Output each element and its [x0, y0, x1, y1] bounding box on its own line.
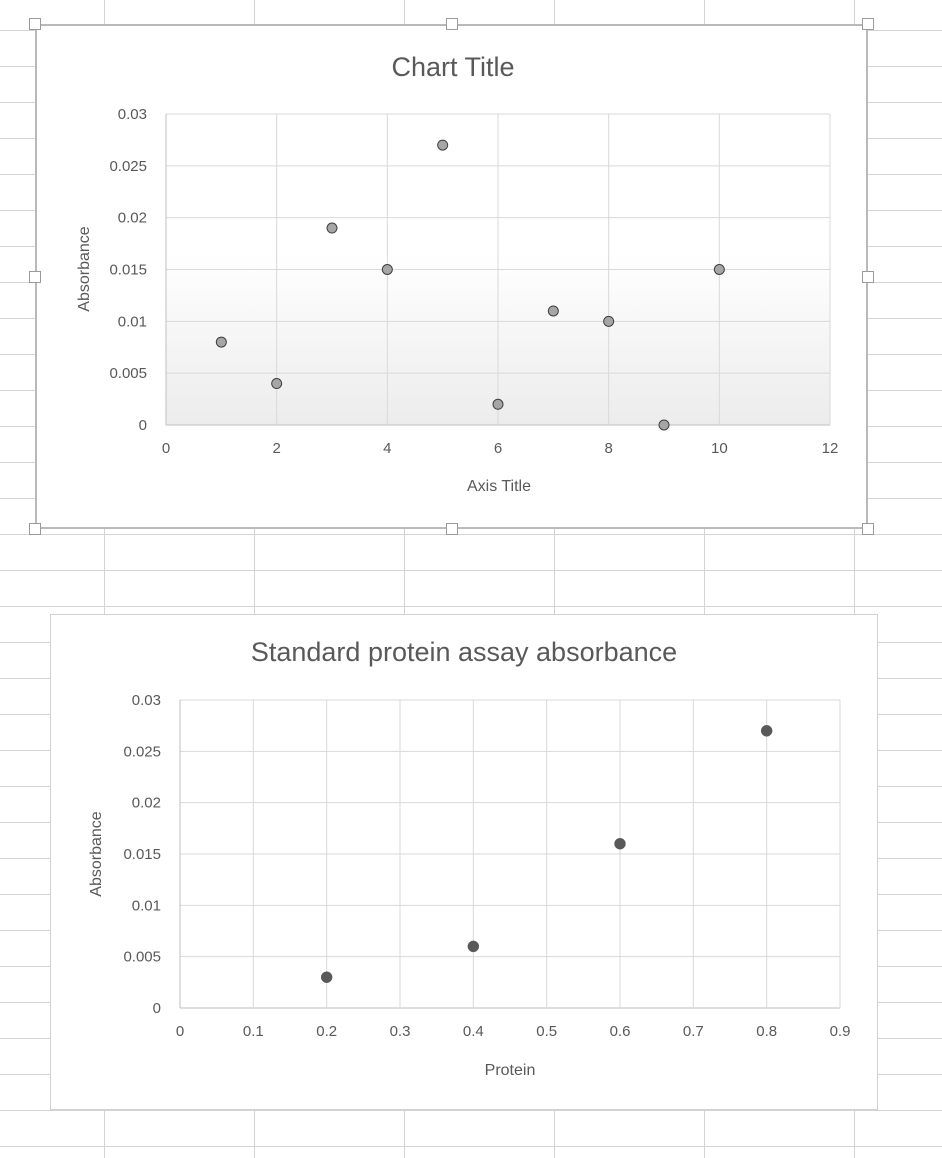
x-tick-label: 10: [711, 440, 728, 457]
x-tick-label: 0: [176, 1023, 184, 1040]
x-tick-label: 4: [383, 440, 391, 457]
x-tick-label: 0.6: [610, 1023, 631, 1040]
chart-1-frame[interactable]: Chart Title Axis Title Absorbance 0 0.005…: [29, 18, 874, 535]
chart-title: Chart Title: [391, 52, 514, 82]
y-tick-label: 0: [153, 1000, 161, 1017]
x-tick-label: 0.5: [536, 1023, 557, 1040]
resize-handle[interactable]: [862, 523, 874, 535]
data-point: [760, 725, 773, 737]
y-tick-label: 0.01: [132, 897, 161, 914]
resize-handle[interactable]: [445, 523, 458, 535]
data-point: [381, 264, 393, 275]
resize-handle[interactable]: [445, 18, 458, 30]
x-tick-label: 0.3: [390, 1023, 411, 1040]
x-axis-title: Axis Title: [467, 478, 531, 495]
chart-1-svg: Chart Title Axis Title Absorbance 0 0.005…: [76, 52, 839, 495]
y-tick-label: 0.025: [109, 158, 147, 175]
data-point: [614, 837, 626, 850]
data-point: [603, 315, 615, 327]
x-tick-label: 0.7: [683, 1023, 704, 1040]
y-tick-label: 0.03: [132, 692, 161, 709]
data-point: [713, 264, 725, 275]
data-point: [215, 336, 227, 348]
y-axis-title: Absorbance: [76, 226, 93, 311]
data-point: [320, 971, 333, 983]
y-tick-label: 0.005: [109, 365, 147, 382]
resize-handle[interactable]: [862, 18, 874, 30]
data-point: [658, 419, 670, 431]
data-point: [467, 940, 480, 953]
resize-handle[interactable]: [29, 18, 41, 30]
x-tick-label: 0.8: [756, 1023, 777, 1040]
resize-handle[interactable]: [862, 270, 874, 283]
y-tick-label: 0.015: [123, 846, 161, 863]
y-axis-title: Absorbance: [88, 811, 105, 896]
x-tick-label: 0.2: [316, 1023, 337, 1040]
x-tick-label: 2: [272, 440, 280, 457]
data-point: [437, 139, 449, 151]
data-point: [271, 378, 283, 390]
x-tick-label: 0.9: [830, 1023, 851, 1040]
x-axis-title: Protein: [485, 1062, 536, 1079]
x-tick-label: 6: [494, 440, 502, 457]
y-tick-label: 0.025: [123, 743, 161, 760]
resize-handle[interactable]: [29, 523, 41, 535]
y-tick-label: 0.02: [118, 210, 147, 227]
data-point: [326, 222, 338, 234]
chart-2-svg: Standard protein assay absorbance Protei…: [88, 637, 851, 1079]
y-tick-label: 0.015: [109, 262, 147, 279]
y-tick-label: 0.03: [118, 106, 147, 123]
chart-2-frame[interactable]: Standard protein assay absorbance Protei…: [50, 614, 878, 1110]
y-tick-label: 0.02: [132, 795, 161, 812]
x-tick-label: 0.4: [463, 1023, 484, 1040]
y-tick-label: 0.005: [123, 949, 161, 966]
x-tick-label: 12: [822, 440, 839, 457]
chart-title: Standard protein assay absorbance: [251, 637, 677, 667]
y-tick-label: 0.01: [118, 313, 147, 330]
data-point: [547, 305, 559, 317]
y-tick-label: 0: [139, 417, 147, 434]
x-tick-label: 0.1: [243, 1023, 264, 1040]
x-tick-label: 8: [604, 440, 612, 457]
resize-handle[interactable]: [29, 270, 41, 283]
x-tick-label: 0: [162, 440, 170, 457]
data-point: [492, 398, 504, 410]
